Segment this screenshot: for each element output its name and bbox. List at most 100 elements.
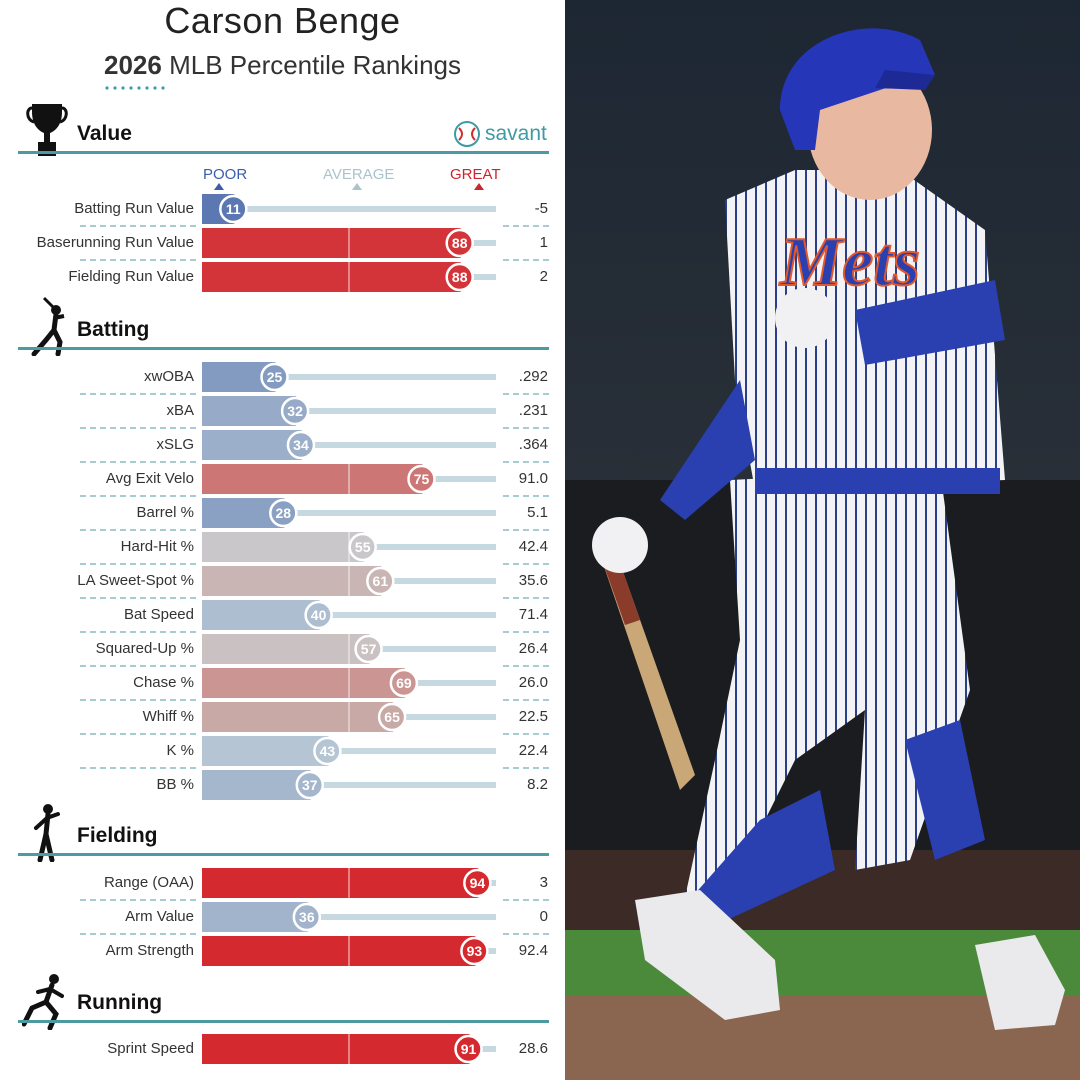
percentile-badge [280,396,310,426]
runner-icon [22,974,64,1030]
savant-text: savant [485,122,547,145]
page-subtitle: 2026 MLB Percentile Rankings [0,50,565,81]
metric-label: Batting Run Value [74,200,194,217]
percentile-badge [460,936,489,966]
percentile-bar [202,634,370,664]
metric-value: 2 [539,268,548,285]
percentile-badge [260,362,289,392]
percentile-label: 88 [452,235,468,251]
percentile-badge [354,634,383,664]
metric-label: BB % [156,776,194,793]
metric-value: .231 [518,402,548,419]
metric-label: xSLG [156,436,194,453]
percentile-label: 36 [299,909,315,925]
section-rule-running [18,1020,549,1023]
section-title-running: Running [77,991,163,1014]
metric-label: Sprint Speed [107,1040,194,1057]
metric-label: Range (OAA) [103,874,194,891]
percentile-bar [202,1034,470,1064]
metric-label: Baserunning Run Value [36,234,194,251]
baseball-icon [454,121,480,147]
percentile-badge [286,430,316,460]
metric-value: 22.4 [518,742,548,759]
metric-value: 91.0 [518,470,548,487]
percentile-bar [202,228,461,258]
metric-value: .292 [518,368,548,385]
title-underline-dots [103,86,165,90]
section-rule-fielding [18,853,549,856]
scale-label-average: AVERAGE [323,166,395,183]
bar-track [202,782,496,788]
percentile-badge [445,262,474,292]
metric-value: 1 [539,234,548,251]
scale-label-great: GREAT [450,166,501,183]
metric-label: Squared-Up % [95,640,194,657]
section-rule-value [18,151,549,154]
percentile-badge [269,498,298,528]
percentile-badge [377,702,407,732]
metric-value: 0 [539,908,548,925]
percentile-badge [407,464,436,494]
percentile-bar [202,532,364,562]
metric-value: 26.4 [518,640,548,657]
percentile-bar [202,936,476,966]
bar-track [202,510,496,516]
percentile-bars: 11 88 88 25 32 34 75 28 55 61 40 57 69 65 43 37 94 36 93 91… [36,194,549,1064]
savant-logo: savant [453,120,547,148]
section-title-value: Value [77,122,132,145]
percentile-bar [202,566,382,596]
metric-label: Chase % [133,674,194,691]
bar-track [202,612,496,618]
percentile-label: 34 [293,437,309,453]
bar-track [202,442,496,448]
percentile-badge [389,668,419,698]
section-rule-batting [18,347,549,350]
percentile-badge [348,532,377,562]
trophy-icon [26,104,68,156]
metric-label: Whiff % [142,708,194,725]
metric-value: 5.1 [527,504,548,521]
percentile-label: 91 [461,1041,477,1057]
percentile-bar [202,262,461,292]
percentile-bar [202,770,311,800]
bar-track [202,748,496,754]
percentile-label: 94 [470,875,486,891]
metric-label: K % [166,742,194,759]
percentile-label: 11 [226,201,241,217]
percentile-label: 75 [414,471,430,487]
percentile-bar [202,736,329,766]
percentile-badge [292,902,322,932]
metric-label: Hard-Hit % [120,538,194,555]
bar-track [202,408,496,414]
section-title-fielding: Fielding [77,824,158,847]
metric-label: Avg Exit Velo [105,470,194,487]
average-marker [352,183,362,190]
percentile-bar [202,396,297,426]
percentile-label: 55 [355,539,371,555]
metric-label: Arm Value [125,908,194,925]
player-photo: Mets [565,0,1080,1080]
percentile-badge [445,228,474,258]
metric-value: .364 [518,436,548,453]
percentile-label: 28 [276,505,292,521]
percentile-label: 43 [320,743,336,759]
jersey-wordmark: Mets [779,224,920,301]
metric-label: LA Sweet-Spot % [77,572,194,589]
percentile-badge [295,770,325,800]
great-marker [474,183,484,190]
percentile-bar [202,600,320,630]
percentile-bar [202,902,308,932]
percentile-label: 69 [396,675,412,691]
metric-value: -5 [534,200,548,217]
percentile-label: 40 [311,607,327,623]
metric-label: Barrel % [136,504,194,521]
percentile-label: 61 [373,573,389,589]
metric-value: 92.4 [518,942,548,959]
percentile-label: 25 [267,369,283,385]
section-title-batting: Batting [77,318,150,341]
percentile-badge [454,1034,483,1064]
metric-value: 8.2 [527,776,548,793]
subtitle-text: MLB Percentile Rankings [169,50,461,80]
percentile-bar [202,430,302,460]
scale-label-poor: POOR [203,166,248,183]
